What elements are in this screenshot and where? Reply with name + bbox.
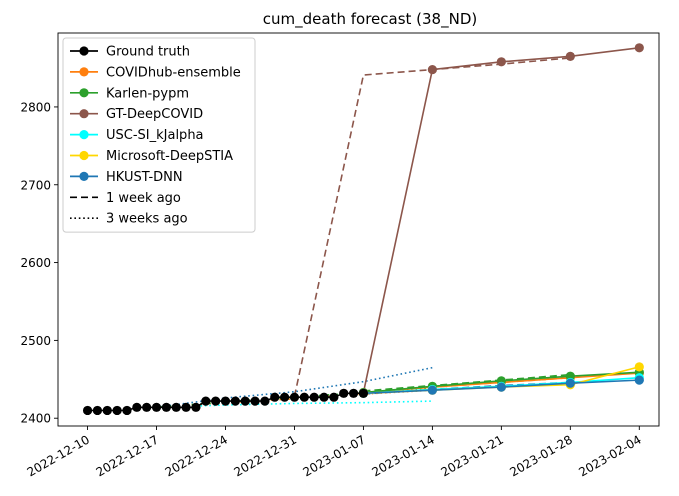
series-point-14-19 <box>270 392 280 402</box>
series-point-14-21 <box>289 392 300 402</box>
legend-label-8: 3 weeks ago <box>106 212 188 227</box>
x-tick-label-1: 2022-12-17 <box>94 432 161 479</box>
legend-label-1: COVIDhub-ensemble <box>106 65 241 80</box>
x-tick-label-8: 2023-02-04 <box>576 432 643 479</box>
series-point-13-4 <box>634 375 644 385</box>
y-tick-label-2: 2600 <box>20 256 51 270</box>
x-tick-label-0: 2022-12-10 <box>25 432 92 479</box>
x-tick-label-2: 2022-12-24 <box>163 432 230 479</box>
legend: Ground truth COVIDhub-ensemble Karlen-pypm… <box>62 37 256 233</box>
series-point-14-15 <box>230 396 240 406</box>
series-point-8-4 <box>634 43 644 53</box>
legend-label-5: Microsoft-DeepSTIA <box>106 149 233 164</box>
legend-swatch-marker-4 <box>79 130 89 140</box>
series-line-5 <box>156 400 433 409</box>
legend-label-3: GT-DeepCOVID <box>106 107 203 122</box>
y-tick-label-4: 2800 <box>20 100 51 114</box>
series-point-8-1 <box>427 64 437 75</box>
series-point-12-4 <box>634 362 644 372</box>
series-point-14-16 <box>240 396 250 406</box>
legend-entry-8: 3 weeks ago <box>70 212 188 227</box>
legend-entry-5: Microsoft-DeepSTIA <box>70 149 233 164</box>
series-point-14-26 <box>339 388 349 398</box>
series-point-13-3 <box>565 378 575 388</box>
series-point-14-5 <box>132 402 142 412</box>
series-point-14-3 <box>112 405 122 416</box>
legend-swatch-marker-6 <box>79 171 89 181</box>
series-point-14-2 <box>102 405 112 416</box>
series-point-13-1 <box>427 385 437 395</box>
chart-title: cum_death forecast (38_ND) <box>263 10 477 29</box>
y-tick-label-3: 2700 <box>20 178 51 192</box>
series-point-14-0 <box>82 405 93 416</box>
plot-frame <box>57 32 660 427</box>
x-tick-label-3: 2022-12-31 <box>232 432 299 479</box>
y-tick-label-1: 2500 <box>20 334 51 348</box>
series-point-14-8 <box>161 402 171 412</box>
series-point-14-11 <box>191 402 201 412</box>
legend-label-7: 1 week ago <box>106 191 181 206</box>
legend-swatch-marker-0 <box>79 46 89 56</box>
x-tick-label-5: 2023-01-14 <box>369 432 436 479</box>
legend-entry-4: USC-SI_kJalpha <box>70 128 204 143</box>
legend-entry-7: 1 week ago <box>70 191 181 206</box>
legend-entry-1: COVIDhub-ensemble <box>70 65 241 80</box>
series-group <box>82 43 644 416</box>
legend-swatch-marker-2 <box>79 88 89 98</box>
series-point-14-12 <box>201 396 211 406</box>
series-5 <box>156 400 433 409</box>
legend-label-0: Ground truth <box>106 45 190 60</box>
legend-swatch-marker-5 <box>79 150 89 161</box>
series-point-14-6 <box>142 402 152 412</box>
series-point-8-2 <box>496 57 506 67</box>
series-point-14-7 <box>151 402 162 412</box>
series-14 <box>82 388 369 416</box>
legend-label-6: HKUST-DNN <box>106 170 183 185</box>
legend-entry-0: Ground truth <box>70 45 190 60</box>
x-tick-label-6: 2023-01-21 <box>438 432 505 479</box>
series-point-14-25 <box>329 392 339 402</box>
legend-entry-3: GT-DeepCOVID <box>70 107 203 122</box>
series-point-14-13 <box>211 396 221 406</box>
legend-entry-2: Karlen-pypm <box>70 86 189 101</box>
series-point-14-28 <box>358 388 369 398</box>
series-13 <box>358 375 644 398</box>
series-point-14-9 <box>171 402 181 412</box>
series-point-13-2 <box>496 382 506 392</box>
series-point-14-14 <box>220 396 231 406</box>
legend-box <box>62 37 256 233</box>
legend-swatch-marker-3 <box>79 109 89 119</box>
series-point-14-20 <box>280 392 290 402</box>
series-point-14-17 <box>250 396 260 406</box>
series-point-14-10 <box>181 402 191 412</box>
series-point-14-23 <box>309 392 319 402</box>
y-tick-label-0: 2400 <box>20 412 51 426</box>
series-point-8-3 <box>565 51 575 61</box>
series-point-14-1 <box>92 405 103 416</box>
series-point-14-24 <box>319 392 329 402</box>
series-point-14-22 <box>299 392 309 402</box>
legend-swatch-marker-1 <box>79 67 89 77</box>
series-point-14-18 <box>260 396 270 406</box>
x-tick-label-4: 2023-01-07 <box>301 432 368 479</box>
series-8 <box>358 43 644 398</box>
legend-entry-6: HKUST-DNN <box>70 170 183 185</box>
series-point-14-27 <box>348 388 359 398</box>
legend-label-4: USC-SI_kJalpha <box>106 128 204 143</box>
x-tick-label-7: 2023-01-28 <box>507 432 574 479</box>
legend-label-2: Karlen-pypm <box>106 86 189 101</box>
series-point-14-4 <box>122 405 132 416</box>
